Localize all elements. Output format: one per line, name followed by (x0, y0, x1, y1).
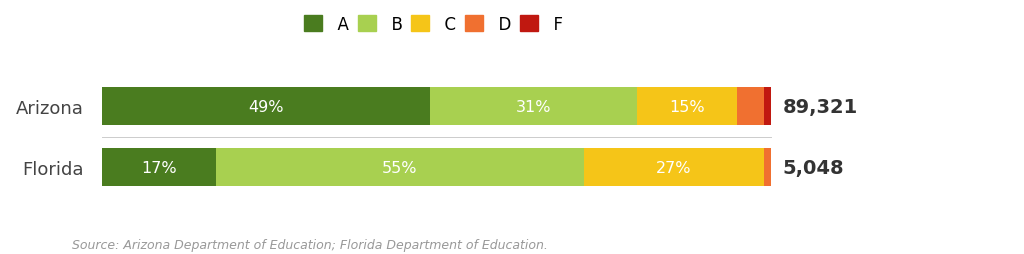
Bar (216, 149, 584, 186)
Bar (102, 149, 216, 186)
Text: 89,321: 89,321 (782, 97, 858, 116)
Text: 31%: 31% (516, 99, 551, 114)
Text: 55%: 55% (382, 160, 418, 175)
Text: 49%: 49% (249, 99, 284, 114)
Bar (102, 88, 430, 125)
Bar (430, 88, 637, 125)
Text: 15%: 15% (670, 99, 705, 114)
Bar (584, 149, 764, 186)
Bar (637, 88, 737, 125)
Text: 27%: 27% (656, 160, 691, 175)
Bar (764, 88, 771, 125)
Text: 5,048: 5,048 (782, 158, 844, 177)
Legend:   A,   B,   C,   D,   F: A, B, C, D, F (297, 9, 569, 40)
Bar (764, 149, 771, 186)
Bar (737, 88, 764, 125)
Text: 17%: 17% (141, 160, 177, 175)
Text: Source: Arizona Department of Education; Florida Department of Education.: Source: Arizona Department of Education;… (72, 239, 548, 251)
